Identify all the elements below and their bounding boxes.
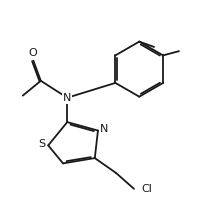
Text: S: S xyxy=(38,139,46,149)
Text: Cl: Cl xyxy=(141,184,152,194)
Text: N: N xyxy=(100,124,108,134)
Text: N: N xyxy=(63,93,71,103)
Text: O: O xyxy=(28,47,37,58)
